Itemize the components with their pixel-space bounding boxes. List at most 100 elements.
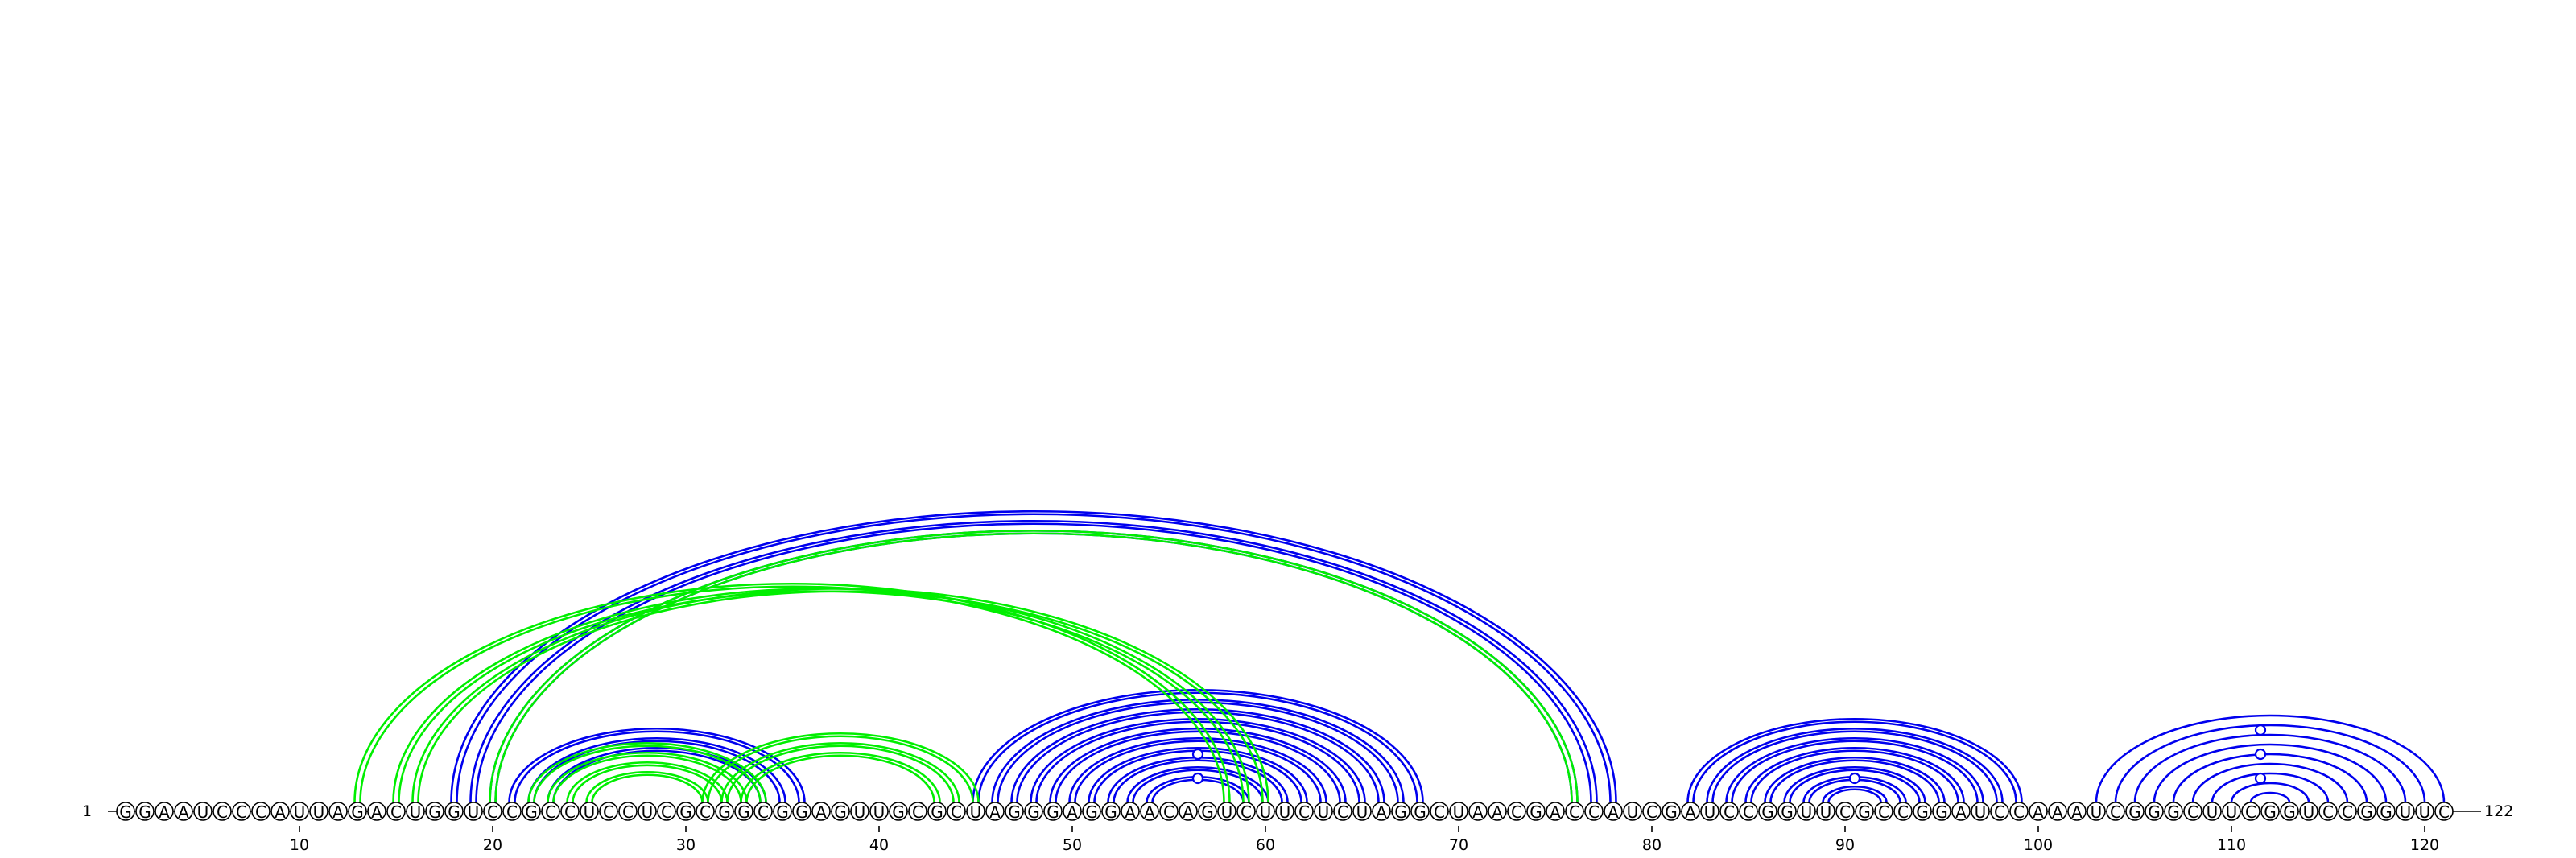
nucleotide: U: [2415, 802, 2434, 822]
nucleotide-letter: U: [313, 802, 325, 822]
nucleotide-circle: [2067, 802, 2087, 821]
nucleotide-circle: [2241, 802, 2260, 821]
nucleotide-letter: A: [1067, 802, 1078, 822]
nucleotide: G: [831, 802, 850, 822]
nucleotide-letter: G: [2167, 802, 2180, 822]
base-pair-arc: [359, 585, 1225, 803]
nucleotide: C: [1990, 802, 2009, 822]
nucleotide: U: [966, 802, 985, 822]
tick-label: 30: [676, 836, 696, 854]
sequence-start-label: 1: [82, 802, 92, 820]
nucleotide: G: [1913, 802, 1932, 822]
nucleotide-circle: [1410, 802, 1430, 821]
nucleotide-letter: A: [159, 802, 170, 822]
nucleotide-letter: G: [1665, 802, 1678, 822]
nucleotide: C: [1835, 802, 1855, 822]
base-pair-arc: [1016, 711, 1380, 803]
nucleotide: G: [792, 802, 811, 822]
nucleotide-circle: [174, 802, 193, 821]
nucleotide-letter: G: [795, 802, 808, 822]
nucleotide-letter: C: [1646, 802, 1657, 822]
nucleotide-circle: [1294, 802, 1314, 821]
nucleotide: A: [270, 802, 290, 822]
base-pair-arc: [572, 764, 723, 803]
nucleotide: C: [618, 802, 638, 822]
nucleotide: G: [1526, 802, 1546, 822]
nucleotide-circle: [1430, 802, 1449, 821]
nucleotide: C: [2183, 802, 2202, 822]
loop-mark: [1191, 772, 1204, 785]
base-pair-arc: [726, 745, 955, 803]
nucleotide: U: [1352, 802, 1372, 822]
nucleotide: G: [889, 802, 908, 822]
nucleotide-circle: [1758, 802, 1777, 821]
nucleotide: A: [985, 802, 1005, 822]
nucleotide-letter: C: [506, 802, 518, 822]
nucleotide: C: [232, 802, 251, 822]
base-pair-arc: [533, 745, 762, 803]
nucleotide: A: [1121, 802, 1140, 822]
nucleotide-circle: [715, 802, 734, 821]
base-pair-arc: [2230, 782, 2310, 803]
nucleotide: G: [2260, 802, 2280, 822]
nucleotide-letter: C: [1743, 802, 1754, 822]
nucleotide-circle: [386, 802, 406, 821]
nucleotide-letter: G: [776, 802, 789, 822]
nucleotide-circle: [2029, 802, 2048, 821]
nucleotide-letter: G: [1008, 802, 1021, 822]
base-pair-arc: [1783, 765, 1926, 803]
nucleotide: A: [2067, 802, 2087, 822]
nucleotide: U: [1217, 802, 1236, 822]
nucleotide-circle: [1179, 802, 1198, 821]
nucleotide-letter: A: [1376, 802, 1387, 822]
nucleotide-letter: U: [1453, 802, 1465, 822]
nucleotide-letter: U: [410, 802, 422, 822]
nucleotide-circle: [638, 802, 657, 821]
nucleotide-circle: [1063, 802, 1082, 821]
base-pair-arc: [1827, 788, 1882, 803]
loop-mark: [1191, 748, 1204, 761]
loop-mark: [2254, 772, 2267, 785]
base-pair-arc: [1789, 769, 1921, 803]
tick-label: 60: [1256, 836, 1275, 854]
nucleotide-letter: C: [1298, 802, 1310, 822]
nucleotide-circle: [2087, 802, 2106, 821]
base-pair-arc: [1822, 785, 1888, 803]
nucleotide-letter: U: [1627, 802, 1639, 822]
nucleotide: C: [1874, 802, 1893, 822]
nucleotide-letter: U: [873, 802, 886, 822]
nucleotide-letter: U: [1704, 802, 1716, 822]
nucleotide-letter: C: [2245, 802, 2256, 822]
nucleotide: C: [502, 802, 522, 822]
base-pair-arc: [2153, 743, 2388, 803]
nucleotide: U: [869, 802, 889, 822]
nucleotide: A: [367, 802, 386, 822]
nucleotide-letter: A: [275, 802, 286, 822]
nucleotide: C: [1159, 802, 1179, 822]
base-pair-arc: [469, 519, 1598, 803]
nucleotide: G: [1932, 802, 1951, 822]
nucleotide: U: [850, 802, 869, 822]
nucleotide: G: [116, 802, 135, 822]
nucleotide-letter: A: [1472, 802, 1484, 822]
nucleotide-circle: [599, 802, 618, 821]
nucleotide-letter: G: [2264, 802, 2277, 822]
nucleotide: U: [1816, 802, 1835, 822]
nucleotide: U: [580, 802, 599, 822]
base-pair-arc: [1731, 740, 1979, 803]
nucleotide: C: [696, 802, 715, 822]
nucleotide: C: [2106, 802, 2125, 822]
base-pair-arc: [1706, 727, 2004, 803]
nucleotide: G: [676, 802, 696, 822]
nucleotide-circle: [753, 802, 773, 821]
nucleotide: G: [715, 802, 734, 822]
nucleotide-letter: C: [2342, 802, 2353, 822]
nucleotide-letter: A: [1608, 802, 1619, 822]
nucleotide-circle: [1217, 802, 1236, 821]
nucleotide-circle: [444, 802, 464, 821]
nucleotide: G: [2376, 802, 2396, 822]
base-pair-arc: [1035, 720, 1360, 803]
nucleotide: A: [1951, 802, 1971, 822]
nucleotide-letter: C: [1434, 802, 1445, 822]
nucleotide-circle: [251, 802, 270, 821]
